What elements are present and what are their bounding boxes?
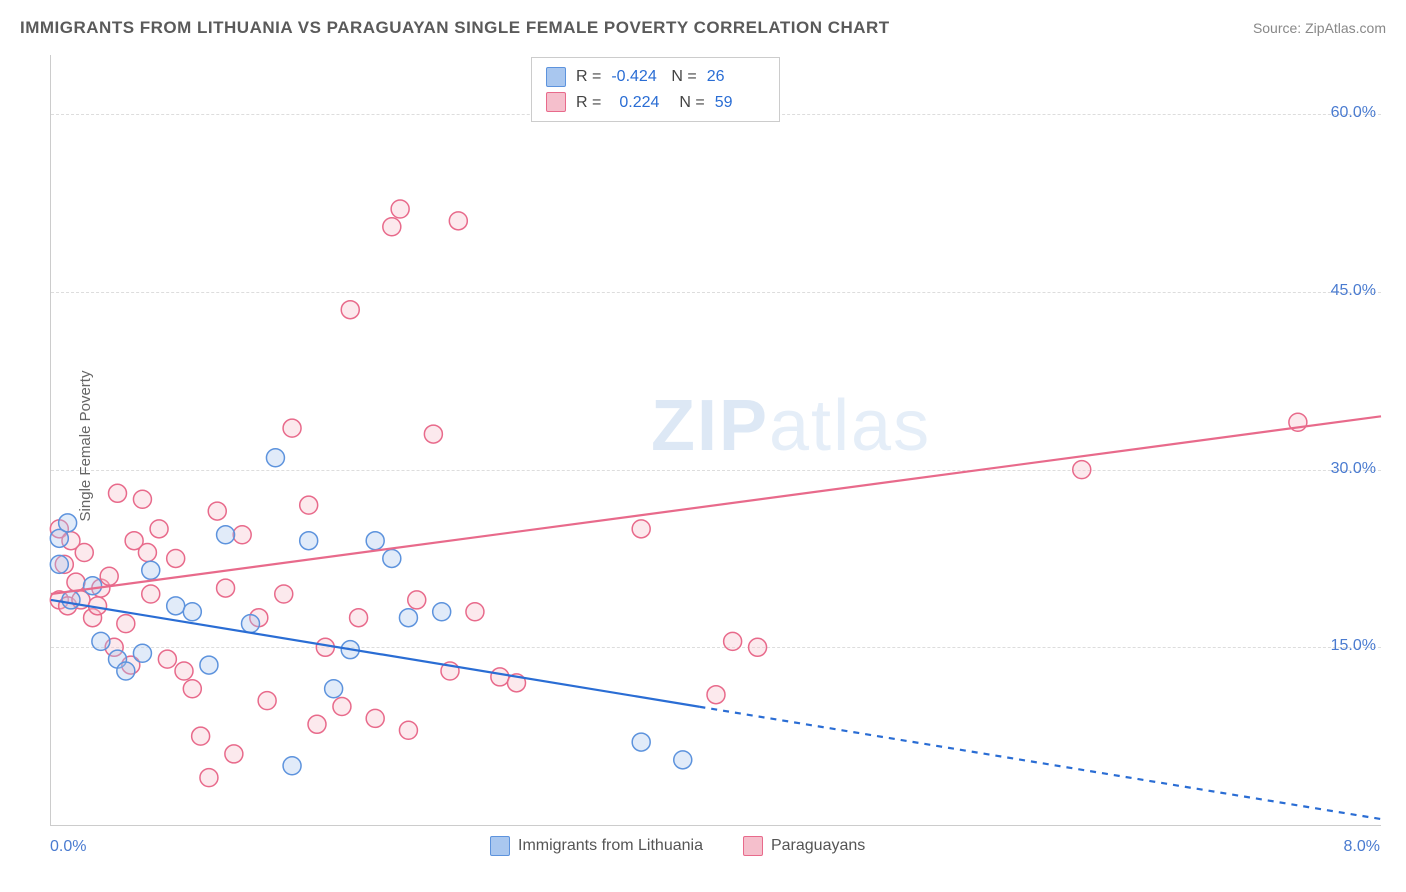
y-tick-label: 60.0% (1331, 104, 1376, 122)
data-point (316, 638, 334, 656)
trend-line (51, 416, 1381, 594)
data-point (325, 680, 343, 698)
data-point (167, 597, 185, 615)
data-point (208, 502, 226, 520)
trend-line-dashed (699, 707, 1381, 819)
data-point (133, 644, 151, 662)
y-tick-label: 15.0% (1331, 637, 1376, 655)
data-point (67, 573, 85, 591)
data-point (242, 615, 260, 633)
data-point (632, 520, 650, 538)
data-point (333, 698, 351, 716)
data-point (50, 555, 68, 573)
data-point (100, 567, 118, 585)
data-point (200, 769, 218, 787)
data-point (433, 603, 451, 621)
data-point (138, 544, 156, 562)
legend-item: Paraguayans (743, 836, 865, 856)
data-point (383, 218, 401, 236)
data-point (366, 709, 384, 727)
chart-header: IMMIGRANTS FROM LITHUANIA VS PARAGUAYAN … (20, 18, 1386, 38)
data-point (366, 532, 384, 550)
data-point (233, 526, 251, 544)
swatch-series-2 (743, 836, 763, 856)
swatch-series-1 (490, 836, 510, 856)
data-point (283, 757, 301, 775)
data-point (399, 609, 417, 627)
scatter-chart (51, 55, 1381, 825)
data-point (466, 603, 484, 621)
data-point (92, 632, 110, 650)
data-point (133, 490, 151, 508)
x-tick-min: 0.0% (50, 838, 86, 856)
data-point (749, 638, 767, 656)
data-point (408, 591, 426, 609)
legend-item-label: Paraguayans (771, 837, 865, 855)
data-point (142, 561, 160, 579)
data-point (150, 520, 168, 538)
legend-stats-row: R = -0.424 N = 26 (546, 64, 765, 90)
legend-series: Immigrants from Lithuania Paraguayans (490, 836, 865, 856)
data-point (632, 733, 650, 751)
chart-source: Source: ZipAtlas.com (1253, 20, 1386, 36)
data-point (300, 496, 318, 514)
data-point (117, 615, 135, 633)
data-point (59, 514, 77, 532)
legend-item-label: Immigrants from Lithuania (518, 837, 703, 855)
chart-title: IMMIGRANTS FROM LITHUANIA VS PARAGUAYAN … (20, 18, 890, 38)
data-point (674, 751, 692, 769)
data-point (62, 591, 80, 609)
swatch-series-2 (546, 92, 566, 112)
data-point (192, 727, 210, 745)
legend-stats: R = -0.424 N = 26 R = 0.224 N = 59 (531, 57, 780, 122)
legend-item: Immigrants from Lithuania (490, 836, 703, 856)
swatch-series-1 (546, 67, 566, 87)
data-point (183, 680, 201, 698)
data-point (175, 662, 193, 680)
data-point (167, 549, 185, 567)
y-tick-label: 30.0% (1331, 460, 1376, 478)
data-point (225, 745, 243, 763)
data-point (142, 585, 160, 603)
data-point (275, 585, 293, 603)
data-point (383, 549, 401, 567)
data-point (724, 632, 742, 650)
data-point (266, 449, 284, 467)
data-point (283, 419, 301, 437)
x-tick-max: 8.0% (1344, 838, 1380, 856)
data-point (341, 301, 359, 319)
data-point (109, 484, 127, 502)
data-point (1073, 461, 1091, 479)
data-point (158, 650, 176, 668)
legend-stats-row: R = 0.224 N = 59 (546, 90, 765, 116)
data-point (308, 715, 326, 733)
data-point (75, 544, 93, 562)
data-point (424, 425, 442, 443)
data-point (183, 603, 201, 621)
data-point (399, 721, 417, 739)
data-point (217, 579, 235, 597)
data-point (449, 212, 467, 230)
data-point (350, 609, 368, 627)
data-point (217, 526, 235, 544)
data-point (117, 662, 135, 680)
data-point (258, 692, 276, 710)
data-point (491, 668, 509, 686)
y-tick-label: 45.0% (1331, 282, 1376, 300)
plot-area: ZIPatlas R = -0.424 N = 26 R = 0.224 N =… (50, 55, 1381, 826)
data-point (300, 532, 318, 550)
data-point (707, 686, 725, 704)
data-point (200, 656, 218, 674)
data-point (391, 200, 409, 218)
data-point (84, 577, 102, 595)
